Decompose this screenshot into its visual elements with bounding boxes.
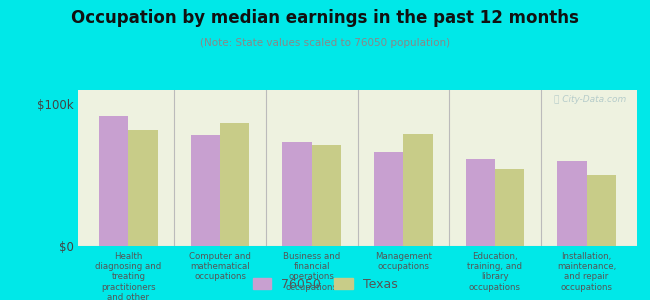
Bar — [557, 161, 586, 246]
Bar — [129, 130, 158, 246]
Text: Ⓢ City-Data.com: Ⓢ City-Data.com — [554, 95, 626, 104]
Bar — [403, 134, 433, 246]
Legend: 76050, Texas: 76050, Texas — [253, 278, 397, 291]
Bar — [282, 142, 312, 246]
Text: (Note: State values scaled to 76050 population): (Note: State values scaled to 76050 popu… — [200, 38, 450, 47]
Bar — [465, 160, 495, 246]
Bar — [586, 175, 616, 246]
Bar — [495, 169, 525, 246]
Bar — [99, 116, 129, 246]
Bar — [220, 123, 250, 246]
Text: Occupation by median earnings in the past 12 months: Occupation by median earnings in the pas… — [71, 9, 579, 27]
Bar — [374, 152, 403, 246]
Bar — [190, 135, 220, 246]
Bar — [312, 145, 341, 246]
